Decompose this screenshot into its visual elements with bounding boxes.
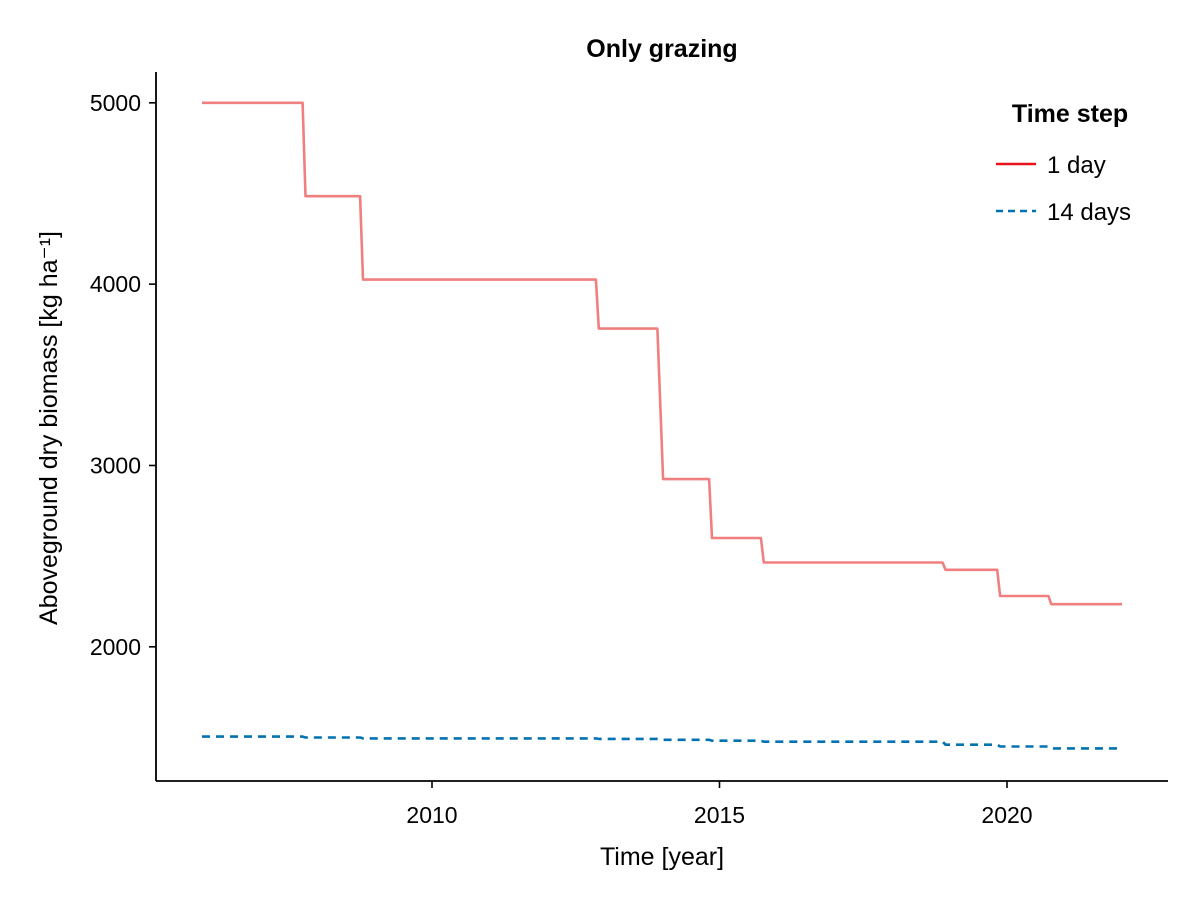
series-line-1-day	[202, 101, 1122, 606]
y-axis-label: Aboveground dry biomass [kg ha⁻¹]	[35, 231, 63, 625]
x-axis-ticks: 2010 2015 2020	[406, 781, 1033, 828]
x-axis-label: Time [year]	[600, 843, 724, 871]
legend-label-1-day: 1 day	[1047, 152, 1106, 179]
series-layer	[202, 101, 1122, 750]
legend: Time step 1 day 14 days	[996, 100, 1131, 226]
chart-title: Only grazing	[586, 35, 737, 63]
x-tick-label: 2020	[981, 802, 1032, 828]
y-tick-label: 5000	[90, 90, 141, 116]
legend-title: Time step	[1012, 100, 1128, 128]
y-tick-label: 2000	[90, 634, 141, 660]
x-tick-label: 2010	[406, 802, 457, 828]
legend-label-14-days: 14 days	[1047, 199, 1131, 226]
series-line-14-days	[202, 735, 1122, 750]
x-tick-label: 2015	[694, 802, 745, 828]
y-tick-label: 3000	[90, 452, 141, 478]
y-tick-label: 4000	[90, 271, 141, 297]
y-axis-ticks: 2000 3000 4000 5000	[90, 90, 156, 660]
